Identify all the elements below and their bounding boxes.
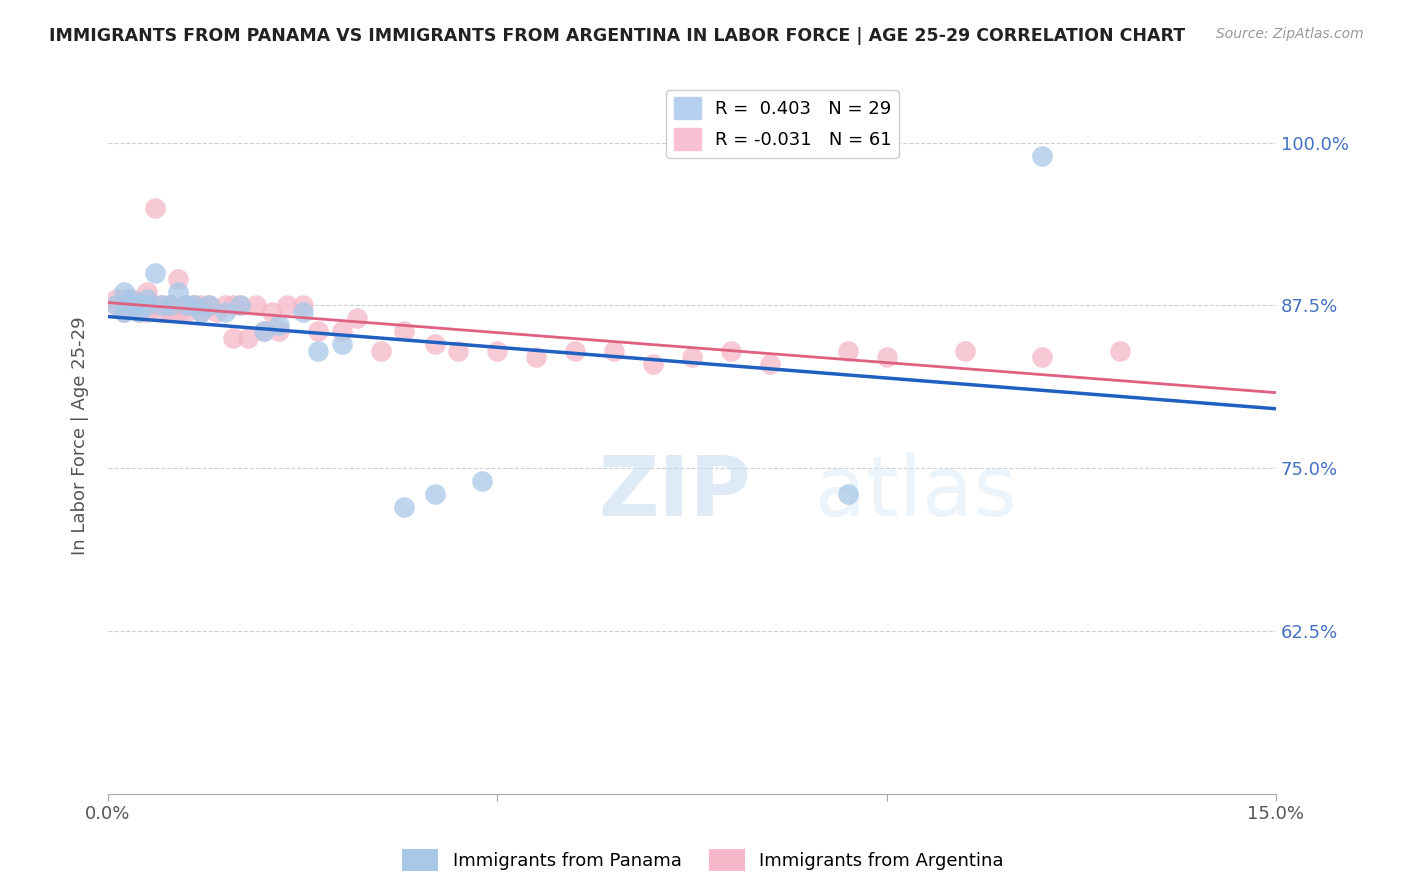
Point [307, 324, 329, 338]
Point [837, 487, 859, 501]
Point [112, 298, 135, 312]
Legend: Immigrants from Panama, Immigrants from Argentina: Immigrants from Panama, Immigrants from … [395, 842, 1011, 879]
Point [253, 324, 276, 338]
Point [120, 292, 142, 306]
Point [112, 285, 135, 300]
Point [152, 298, 174, 312]
Point [159, 298, 181, 312]
Point [260, 305, 283, 319]
Point [221, 298, 243, 312]
Point [174, 298, 197, 312]
Point [120, 298, 142, 312]
Point [471, 474, 494, 488]
Point [291, 305, 314, 319]
Point [205, 305, 228, 319]
Point [214, 305, 236, 319]
Point [291, 298, 314, 312]
Point [307, 343, 329, 358]
Point [135, 285, 157, 300]
Point [330, 324, 353, 338]
Point [423, 487, 446, 501]
Point [221, 331, 243, 345]
Point [183, 298, 205, 312]
Point [135, 305, 157, 319]
Text: ZIP: ZIP [599, 452, 751, 533]
Point [953, 343, 976, 358]
Point [120, 298, 142, 312]
Point [128, 298, 150, 312]
Y-axis label: In Labor Force | Age 25-29: In Labor Force | Age 25-29 [72, 317, 89, 555]
Text: Source: ZipAtlas.com: Source: ZipAtlas.com [1216, 27, 1364, 41]
Point [167, 272, 190, 286]
Point [759, 357, 782, 371]
Point [167, 305, 190, 319]
Point [236, 331, 259, 345]
Point [174, 305, 197, 319]
Point [1031, 351, 1053, 365]
Point [135, 298, 157, 312]
Point [641, 357, 664, 371]
Point [720, 343, 742, 358]
Point [524, 351, 547, 365]
Point [486, 343, 509, 358]
Point [128, 305, 150, 319]
Point [159, 298, 181, 312]
Point [104, 292, 127, 306]
Point [174, 298, 197, 312]
Point [135, 292, 157, 306]
Legend: R =  0.403   N = 29, R = -0.031   N = 61: R = 0.403 N = 29, R = -0.031 N = 61 [666, 90, 898, 158]
Point [159, 305, 181, 319]
Point [370, 343, 392, 358]
Point [174, 298, 197, 312]
Point [198, 298, 221, 312]
Point [183, 298, 205, 312]
Point [423, 337, 446, 351]
Point [128, 305, 150, 319]
Point [143, 266, 166, 280]
Point [112, 292, 135, 306]
Point [245, 298, 267, 312]
Point [190, 298, 212, 312]
Point [120, 292, 142, 306]
Point [167, 285, 190, 300]
Point [198, 298, 221, 312]
Point [214, 298, 236, 312]
Point [253, 324, 276, 338]
Point [229, 298, 252, 312]
Point [159, 298, 181, 312]
Point [190, 305, 212, 319]
Point [603, 343, 626, 358]
Point [269, 318, 291, 332]
Point [1109, 343, 1132, 358]
Point [330, 337, 353, 351]
Point [152, 298, 174, 312]
Text: atlas: atlas [814, 452, 1017, 533]
Point [128, 298, 150, 312]
Point [837, 343, 859, 358]
Point [1031, 148, 1053, 162]
Point [681, 351, 703, 365]
Point [346, 311, 368, 326]
Text: IMMIGRANTS FROM PANAMA VS IMMIGRANTS FROM ARGENTINA IN LABOR FORCE | AGE 25-29 C: IMMIGRANTS FROM PANAMA VS IMMIGRANTS FRO… [49, 27, 1185, 45]
Point [190, 305, 212, 319]
Point [392, 324, 415, 338]
Point [112, 305, 135, 319]
Point [876, 351, 898, 365]
Point [104, 298, 127, 312]
Point [229, 298, 252, 312]
Point [392, 500, 415, 515]
Point [104, 298, 127, 312]
Point [143, 201, 166, 215]
Point [143, 298, 166, 312]
Point [152, 305, 174, 319]
Point [269, 324, 291, 338]
Point [276, 298, 298, 312]
Point [112, 305, 135, 319]
Point [135, 298, 157, 312]
Point [447, 343, 470, 358]
Point [183, 298, 205, 312]
Point [564, 343, 586, 358]
